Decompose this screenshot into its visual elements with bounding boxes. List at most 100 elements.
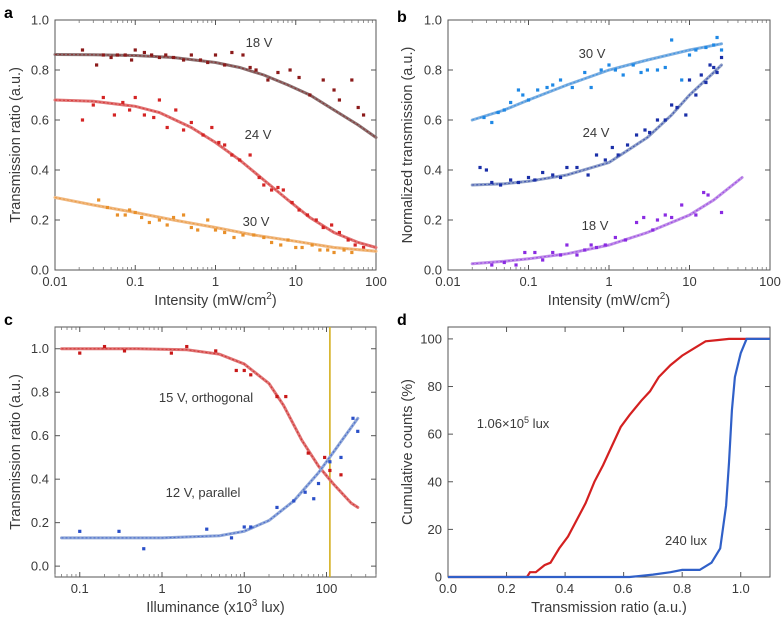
data-point — [634, 133, 639, 137]
fit-curve — [53, 98, 378, 249]
y-tick-label: 0.6 — [31, 113, 49, 128]
x-tick-label: 100 — [759, 274, 781, 289]
data-point — [275, 505, 279, 510]
data-point — [603, 158, 607, 162]
data-point — [266, 78, 270, 82]
data-point — [361, 113, 366, 117]
data-point — [545, 85, 549, 90]
data-point — [181, 58, 186, 62]
x-tick-label: 0.01 — [42, 274, 67, 289]
y-tick-label: 0.2 — [31, 213, 49, 228]
panel-c: 0.1 1 10 100 0.0 0.2 0.4 0.6 0.8 1.0 Illuminance (… — [8, 326, 377, 616]
y-tick-label: 0.4 — [31, 163, 49, 178]
data-point — [284, 394, 288, 399]
data-point — [330, 223, 334, 227]
data-point — [502, 108, 506, 112]
data-point — [516, 88, 521, 92]
data-point — [663, 65, 667, 70]
data-point — [565, 243, 569, 247]
y-tick-label: 0.0 — [424, 263, 442, 278]
data-point — [575, 253, 579, 257]
data-point — [670, 38, 674, 42]
data-point — [704, 45, 708, 50]
data-point — [719, 55, 724, 60]
data-point — [230, 50, 234, 55]
data-point — [502, 260, 506, 265]
panel-a: 0.01 0.1 1 10 100 0.0 0.2 0.4 0.6 0.8 1.0 Intensity… — [8, 13, 387, 310]
data-point — [680, 203, 684, 207]
data-point — [189, 225, 193, 230]
data-point — [241, 233, 245, 237]
data-point — [123, 213, 127, 217]
data-point — [308, 93, 312, 97]
data-point — [712, 43, 716, 47]
data-point — [223, 143, 227, 147]
data-point — [670, 215, 674, 220]
x-tick-label: 10 — [237, 581, 251, 596]
data-point — [699, 73, 703, 77]
y-tick-label: 0.8 — [424, 63, 442, 78]
data-point — [536, 88, 540, 92]
data-point — [594, 245, 599, 250]
data-point — [262, 235, 266, 240]
data-point — [78, 351, 82, 355]
data-point — [142, 547, 146, 551]
data-point — [551, 173, 555, 177]
data-point — [279, 243, 283, 247]
x-tick-label: 100 — [365, 274, 387, 289]
data-point — [133, 95, 137, 100]
data-point — [97, 198, 101, 202]
y-tick-label: 80 — [428, 379, 442, 394]
data-point — [80, 118, 85, 122]
data-point — [337, 230, 342, 235]
data-point — [150, 53, 154, 57]
y-tick-label: 0.8 — [31, 63, 49, 78]
series-annotation: 12 V, parallel — [166, 485, 241, 500]
data-point — [328, 468, 332, 473]
y-tick-label: 0.2 — [31, 515, 49, 530]
data-point — [541, 258, 545, 262]
data-point — [496, 110, 500, 115]
data-point — [297, 75, 301, 80]
data-point — [254, 68, 258, 72]
data-point — [171, 215, 176, 220]
data-point — [603, 243, 607, 247]
y-tick-label: 0.8 — [31, 385, 49, 400]
data-point — [575, 165, 579, 170]
data-point — [715, 70, 719, 75]
data-point — [639, 70, 643, 75]
data-point — [181, 213, 186, 217]
data-point — [694, 48, 698, 52]
data-point — [565, 165, 569, 170]
data-point — [80, 48, 85, 52]
data-point — [599, 68, 603, 72]
data-point — [269, 240, 274, 245]
data-point — [189, 53, 193, 57]
data-point — [675, 105, 679, 110]
data-point — [185, 344, 189, 349]
data-point — [242, 525, 246, 529]
data-point — [708, 63, 712, 67]
data-point — [223, 63, 227, 67]
data-point — [292, 499, 296, 503]
data-point — [142, 50, 146, 55]
x-tick-label: 1 — [212, 274, 219, 289]
data-point — [157, 98, 162, 102]
data-point — [634, 220, 639, 225]
data-point — [181, 128, 186, 132]
data-point — [498, 183, 503, 187]
data-point — [109, 55, 113, 60]
x-tick-label: 0.1 — [519, 274, 537, 289]
data-point — [643, 128, 647, 132]
data-point — [249, 525, 253, 529]
x-tick-label: 10 — [289, 274, 303, 289]
data-point — [95, 63, 99, 67]
data-point — [242, 368, 246, 373]
data-point — [623, 238, 628, 242]
data-point — [305, 213, 310, 217]
y-tick-label: 1.0 — [424, 13, 442, 28]
series-annotation: 18 V — [582, 218, 609, 233]
data-point — [651, 228, 655, 232]
data-point — [234, 368, 238, 373]
y-tick-label: 20 — [428, 522, 442, 537]
